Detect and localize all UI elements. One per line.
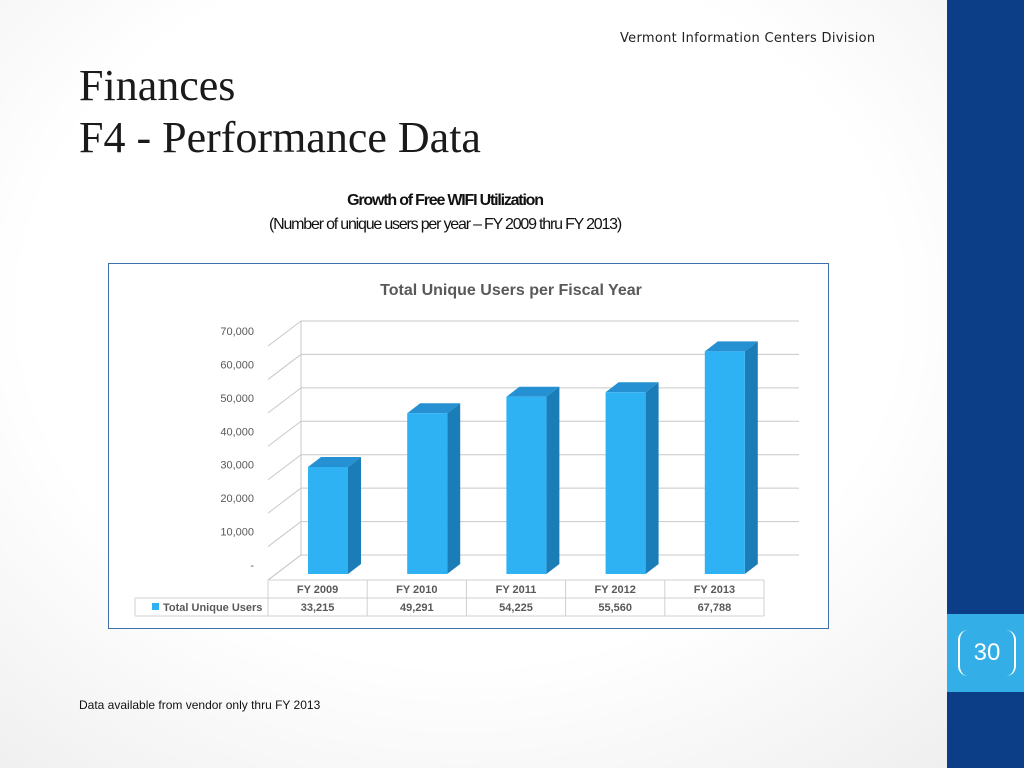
gridline-side [267, 487, 302, 514]
bar-top [308, 456, 361, 467]
division-name: Vermont Information Centers Division [620, 31, 876, 46]
gridline-side [267, 320, 302, 347]
x-tick-label: FY 2013 [694, 584, 735, 596]
bar-side [447, 403, 461, 574]
page-title-line-1: Finances [79, 61, 236, 110]
data-label: 54,225 [499, 602, 533, 614]
data-label: 67,788 [698, 602, 732, 614]
gridline-side [267, 354, 302, 380]
bar-top [506, 386, 560, 397]
gridline-side [267, 521, 302, 547]
x-tick-label: FY 2012 [595, 584, 636, 596]
bar-chart: Total Unique Users per Fiscal Year - 10,00… [134, 282, 799, 617]
x-tick-label: FY 2010 [396, 584, 437, 596]
y-tick-label: 60,000 [220, 359, 254, 371]
y-tick-label: 50,000 [220, 393, 254, 405]
y-tick-label: - [250, 560, 254, 572]
x-tick-label: FY 2011 [496, 584, 537, 596]
data-label: 33,215 [301, 602, 335, 614]
x-tick-label: FY 2009 [297, 584, 338, 596]
bar-top [605, 382, 659, 393]
bar-side [645, 382, 659, 574]
gridline-side [267, 454, 302, 481]
chart-title: Total Unique Users per Fiscal Year [380, 282, 642, 299]
bar [605, 392, 646, 574]
legend-swatch [152, 603, 159, 610]
footnote: Data available from vendor only thru FY … [79, 698, 321, 712]
bar [506, 396, 547, 574]
bar [704, 351, 745, 574]
legend-label: Total Unique Users [163, 602, 262, 614]
y-tick-label: 40,000 [220, 426, 254, 438]
chart-heading-title: Growth of Free WIFI Utilization [347, 192, 544, 209]
bar [407, 413, 448, 574]
data-label: 49,291 [400, 602, 434, 614]
y-tick-label: 10,000 [220, 527, 254, 539]
y-tick-label: 30,000 [220, 460, 254, 472]
bar-top [407, 403, 461, 414]
gridline-side [267, 420, 302, 447]
y-tick-label: 70,000 [220, 326, 254, 338]
page-number: 30 [958, 630, 1016, 676]
page-title-line-2: F4 - Performance Data [79, 113, 481, 162]
y-tick-label: 20,000 [220, 493, 254, 505]
bar-top [704, 341, 758, 352]
gridline-side [267, 387, 302, 414]
bar-side [744, 341, 758, 574]
bar [308, 466, 348, 574]
bar-side [348, 456, 361, 574]
gridline-side [267, 554, 302, 581]
data-label: 55,560 [598, 602, 632, 614]
chart-container: Total Unique Users per Fiscal Year - 10,00… [108, 263, 829, 629]
bar-side [546, 386, 560, 574]
page-title: Finances F4 - Performance Data [79, 60, 481, 164]
chart-heading-subtitle: (Number of unique users per year – FY 20… [269, 216, 622, 233]
